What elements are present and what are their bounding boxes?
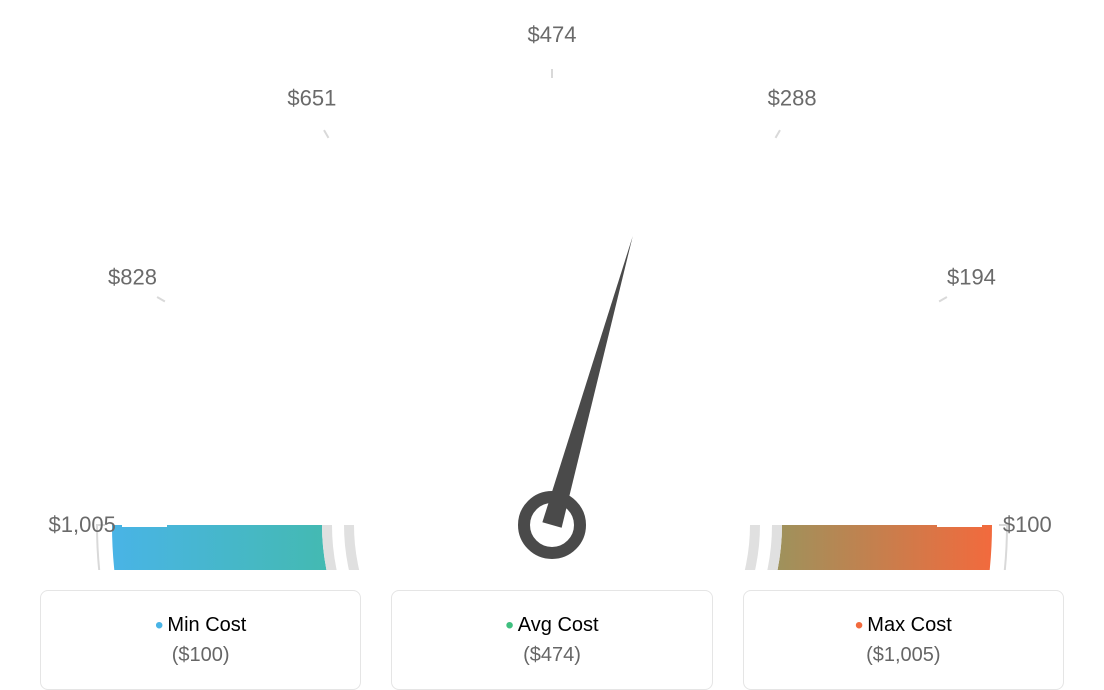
legend-card-min: • Min Cost ($100) — [40, 590, 361, 690]
gauge-tick-label: $100 — [1003, 512, 1052, 538]
dot-icon: • — [155, 614, 163, 638]
legend-value-avg: ($474) — [523, 644, 581, 667]
gauge-tick-label: $194 — [947, 264, 996, 290]
legend-label-min: • Min Cost — [155, 614, 246, 638]
dot-icon: • — [505, 614, 513, 638]
dot-icon: • — [855, 614, 863, 638]
gauge-tick-label: $474 — [528, 22, 577, 48]
legend-label-max: • Max Cost — [855, 614, 952, 638]
gauge-tick-label: $651 — [287, 85, 336, 111]
gauge-chart: $100 $194 $288 $474 $651 $828 $1,005 — [0, 0, 1104, 570]
gauge-tick-label: $288 — [768, 85, 817, 111]
legend-card-max: • Max Cost ($1,005) — [743, 590, 1064, 690]
legend-label-avg: • Avg Cost — [505, 614, 598, 638]
gauge-tick-label: $1,005 — [49, 512, 116, 538]
legend-card-avg: • Avg Cost ($474) — [391, 590, 712, 690]
legend-label-text: Max Cost — [867, 614, 951, 637]
gauge-svg — [0, 0, 1104, 570]
legend-value-max: ($1,005) — [866, 644, 941, 667]
legend-value-min: ($100) — [172, 644, 230, 667]
legend-label-text: Min Cost — [167, 614, 246, 637]
gauge-tick-label: $828 — [108, 264, 157, 290]
legend-label-text: Avg Cost — [518, 614, 599, 637]
legend: • Min Cost ($100) • Avg Cost ($474) • Ma… — [0, 590, 1104, 690]
